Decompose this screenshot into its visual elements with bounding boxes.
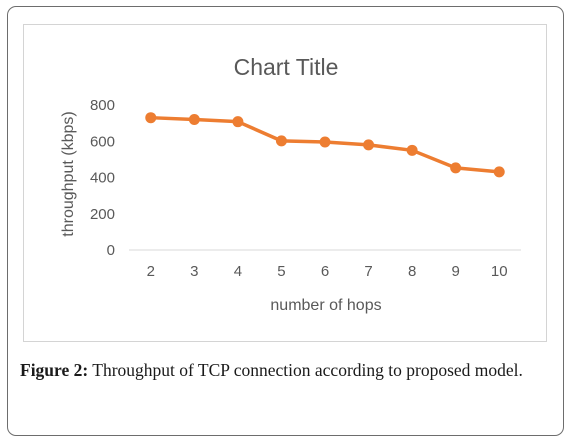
x-axis-label: number of hops [270,297,381,314]
x-tick-label: 5 [277,263,285,280]
x-tick-label: 10 [491,263,508,280]
data-point [363,139,375,151]
data-point [450,162,462,174]
data-point [319,136,331,148]
caption-text: Throughput of TCP connection according t… [92,360,523,380]
y-tick-label: 400 [90,170,115,187]
x-tick-label: 6 [321,263,329,280]
chart-area: Chart Title throughput (kbps) number of … [23,24,547,342]
y-axis-label: throughput (kbps) [60,111,77,236]
x-tick-label: 2 [147,263,155,280]
y-tick-label: 600 [90,133,115,150]
caption-label: Figure 2: [20,360,89,380]
data-point [145,112,157,124]
y-tick-label: 0 [107,242,115,259]
figure-caption: Figure 2: Throughput of TCP connection a… [20,358,554,382]
y-tick-label: 800 [90,97,115,114]
x-tick-label: 7 [364,263,372,280]
x-tick-label: 8 [408,263,416,280]
x-tick-label: 4 [234,263,242,280]
x-tick-label: 3 [190,263,198,280]
data-point [275,135,287,147]
x-tick-label: 9 [451,263,459,280]
data-point [493,166,505,178]
data-point [406,144,418,156]
line-chart: Chart Title throughput (kbps) number of … [60,54,521,314]
data-point [232,116,244,128]
y-tick-label: 200 [90,206,115,223]
data-point [188,114,200,125]
chart-title: Chart Title [234,54,339,80]
